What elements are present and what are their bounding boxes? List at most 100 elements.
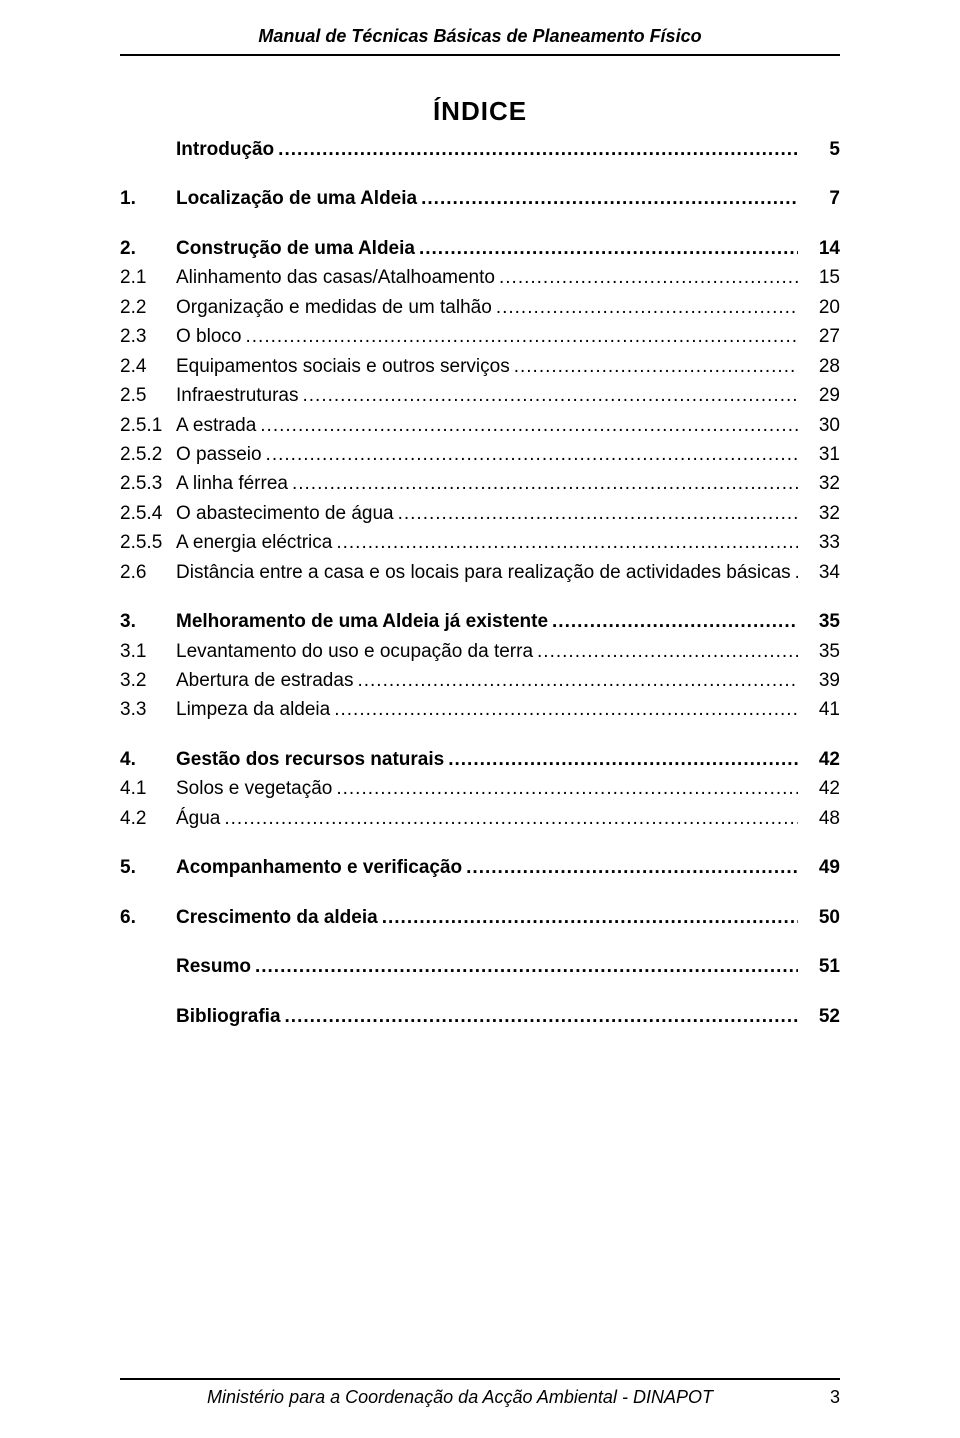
toc-group-gap	[120, 883, 840, 903]
toc-leader-dots	[224, 804, 798, 833]
toc-entry-label: Localização de uma Aldeia	[176, 184, 417, 213]
toc-entry-label: Introdução	[176, 135, 274, 164]
toc-row: 6.Crescimento da aldeia 50	[120, 903, 840, 932]
footer-rule	[120, 1378, 840, 1380]
toc-row: 2.4Equipamentos sociais e outros serviço…	[120, 352, 840, 381]
toc-entry-label: O passeio	[176, 440, 262, 469]
toc-row: 3.Melhoramento de uma Aldeia já existent…	[120, 607, 840, 636]
toc-entry-page: 28	[802, 352, 840, 381]
toc-entry-number: 2.	[120, 234, 176, 263]
toc-row: 4.2Água48	[120, 804, 840, 833]
toc-entry-label: Bibliografia	[176, 1002, 281, 1031]
toc-entry-number: 2.5	[120, 381, 176, 410]
toc-entry-number: 2.5.1	[120, 411, 176, 440]
toc-group-gap	[120, 833, 840, 853]
toc-entry-number: 2.1	[120, 263, 176, 292]
toc-entry-page: 30	[802, 411, 840, 440]
toc-group-gap	[120, 725, 840, 745]
toc-entry-label: Distância entre a casa e os locais para …	[176, 558, 791, 587]
toc-group-gap	[120, 932, 840, 952]
toc-entry-number: 1.	[120, 184, 176, 213]
toc-entry-page: 5	[802, 135, 840, 164]
toc-entry-page: 33	[802, 528, 840, 557]
toc-entry-page: 39	[802, 666, 840, 695]
toc-row: 2.5.5A energia eléctrica 33	[120, 528, 840, 557]
header-rule	[120, 54, 840, 56]
toc-row: 2.5.2O passeio31	[120, 440, 840, 469]
toc-entry-number: 4.2	[120, 804, 176, 833]
toc-entry-number: 2.6	[120, 558, 176, 587]
toc-row: 2.3O bloco 27	[120, 322, 840, 351]
toc-row: 4.Gestão dos recursos naturais42	[120, 745, 840, 774]
toc-entry-label: A linha férrea	[176, 469, 288, 498]
toc-row: 2.Construção de uma Aldeia14	[120, 234, 840, 263]
toc-row: Bibliografia 52	[120, 1002, 840, 1031]
toc-leader-dots	[448, 745, 798, 774]
toc-entry-page: 50	[802, 903, 840, 932]
toc-entry-label: Melhoramento de uma Aldeia já existente	[176, 607, 548, 636]
toc-group-gap	[120, 164, 840, 184]
toc-entry-label: Limpeza da aldeia	[176, 695, 330, 724]
toc-leader-dots	[421, 184, 798, 213]
toc-leader-dots	[419, 234, 798, 263]
toc-leader-dots	[552, 607, 798, 636]
toc-entry-label: A estrada	[176, 411, 256, 440]
toc-leader-dots	[514, 352, 798, 381]
toc-leader-dots	[260, 411, 798, 440]
toc-leader-dots	[245, 322, 798, 351]
toc-entry-label: A energia eléctrica	[176, 528, 332, 557]
toc-entry-label: Resumo	[176, 952, 251, 981]
toc-row: 3.3Limpeza da aldeia41	[120, 695, 840, 724]
footer-page-number: 3	[830, 1387, 840, 1408]
document-page: Manual de Técnicas Básicas de Planeament…	[0, 0, 960, 1438]
toc-entry-page: 35	[802, 637, 840, 666]
toc-leader-dots	[292, 469, 798, 498]
toc-leader-dots	[496, 293, 798, 322]
toc-entry-label: Infraestruturas	[176, 381, 299, 410]
toc-entry-label: Solos e vegetação	[176, 774, 332, 803]
toc-entry-label: Levantamento do uso e ocupação da terra	[176, 637, 533, 666]
toc-row: 3.1Levantamento do uso e ocupação da ter…	[120, 637, 840, 666]
toc-leader-dots	[499, 263, 798, 292]
toc-entry-page: 15	[802, 263, 840, 292]
toc-row: 2.5.4O abastecimento de água32	[120, 499, 840, 528]
toc-entry-page: 7	[802, 184, 840, 213]
toc-entry-label: Crescimento da aldeia	[176, 903, 378, 932]
toc-leader-dots	[336, 774, 798, 803]
toc-entry-label: O abastecimento de água	[176, 499, 394, 528]
toc-entry-number: 3.	[120, 607, 176, 636]
toc-entry-page: 34	[802, 558, 840, 587]
toc-entry-number: 2.3	[120, 322, 176, 351]
toc-entry-number: 4.1	[120, 774, 176, 803]
toc-entry-number: 2.5.3	[120, 469, 176, 498]
toc-row: 4.1Solos e vegetação 42	[120, 774, 840, 803]
toc-entry-page: 52	[802, 1002, 840, 1031]
toc-leader-dots	[336, 528, 798, 557]
toc-row: 2.1Alinhamento das casas/Atalhoamento15	[120, 263, 840, 292]
toc-entry-number: 6.	[120, 903, 176, 932]
toc-row: Resumo51	[120, 952, 840, 981]
toc-entry-page: 48	[802, 804, 840, 833]
toc-group-gap	[120, 214, 840, 234]
toc-list: Introdução 5 1.Localização de uma Aldeia 7 2…	[120, 135, 840, 1031]
toc-entry-number: 3.2	[120, 666, 176, 695]
toc-entry-label: Acompanhamento e verificação	[176, 853, 462, 882]
toc-entry-number: 2.5.5	[120, 528, 176, 557]
toc-entry-page: 27	[802, 322, 840, 351]
toc-row: 2.5.1A estrada 30	[120, 411, 840, 440]
toc-leader-dots	[266, 440, 798, 469]
toc-entry-page: 14	[802, 234, 840, 263]
toc-entry-number: 2.5.4	[120, 499, 176, 528]
toc-leader-dots	[466, 853, 798, 882]
toc-leader-dots	[795, 558, 798, 587]
toc-entry-label: O bloco	[176, 322, 241, 351]
toc-entry-page: 42	[802, 774, 840, 803]
toc-leader-dots	[382, 903, 798, 932]
footer-text: Ministério para a Coordenação da Acção A…	[120, 1387, 800, 1408]
toc-entry-label: Gestão dos recursos naturais	[176, 745, 444, 774]
toc-entry-page: 41	[802, 695, 840, 724]
toc-entry-number: 3.1	[120, 637, 176, 666]
toc-leader-dots	[357, 666, 798, 695]
toc-row: 1.Localização de uma Aldeia 7	[120, 184, 840, 213]
toc-entry-number: 5.	[120, 853, 176, 882]
